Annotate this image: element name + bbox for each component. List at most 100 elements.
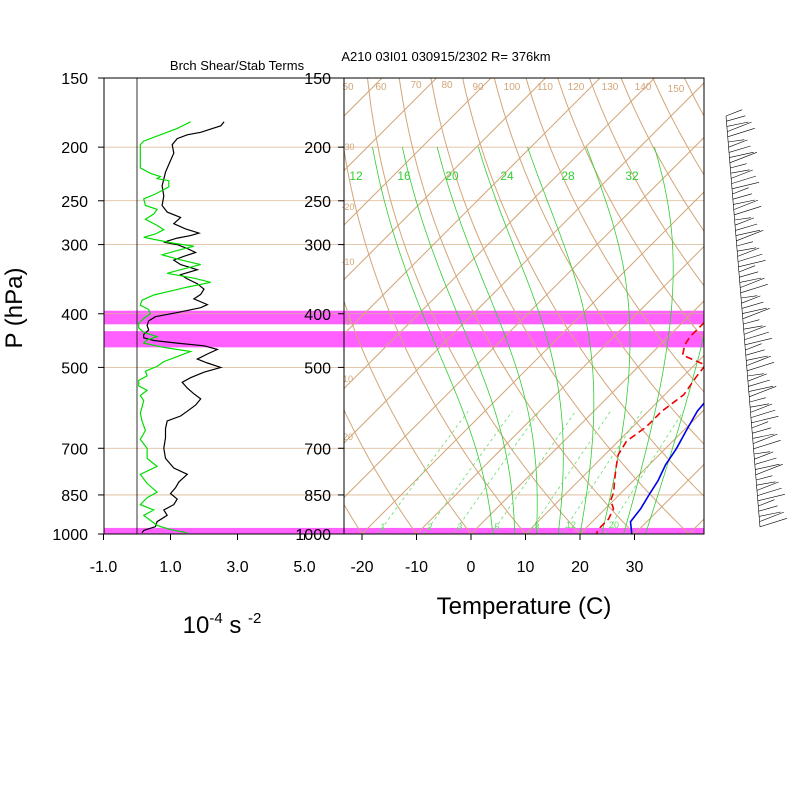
left-x-ticks: -1.0 1.0 3.0 5.0 xyxy=(90,534,316,576)
mixing-ratio-label: 20 xyxy=(609,520,619,530)
isotherm-line xyxy=(688,518,704,534)
isotherm-line xyxy=(344,78,655,390)
wind-barb xyxy=(737,247,760,257)
dry-adiabat-line xyxy=(366,78,581,534)
isotherm-line xyxy=(361,191,704,534)
wind-barb xyxy=(746,355,768,361)
skew-x-tick-label: 10 xyxy=(517,559,535,576)
dry-adiabat-label: 150 xyxy=(668,84,685,95)
dry-adiabat-label: 140 xyxy=(635,82,652,93)
dry-adiabat-line xyxy=(344,147,527,534)
wind-barb xyxy=(753,440,781,450)
skew-y-tick-label: 200 xyxy=(304,140,331,157)
skew-y-tick-label: 850 xyxy=(304,488,331,505)
dry-adiabat-label: 70 xyxy=(410,80,422,91)
shear-stab-series-line xyxy=(138,121,211,534)
wind-barb xyxy=(737,247,757,252)
xlabel-base: 10 xyxy=(183,612,210,639)
shear-stab-series-line xyxy=(141,121,225,534)
x-tick-label: 1.0 xyxy=(159,559,181,576)
x-tick-label: -1.0 xyxy=(90,559,118,576)
moist-adiabat-label: 24 xyxy=(500,169,514,183)
wind-barb xyxy=(746,362,775,372)
wind-barb xyxy=(752,433,775,439)
wind-barb xyxy=(746,355,772,366)
wind-barb xyxy=(750,403,773,413)
wind-barb xyxy=(726,121,749,127)
highlight-band xyxy=(104,310,704,325)
wind-barb xyxy=(727,121,752,132)
wind-barb xyxy=(751,416,779,424)
moist-adiabat-label: 16 xyxy=(397,169,411,183)
skew-y-tick-label: 400 xyxy=(304,307,331,324)
moist-adiabat-line xyxy=(623,146,674,534)
y-tick-label: 300 xyxy=(61,238,88,255)
dry-adiabat-line xyxy=(493,78,704,445)
mixing-ratio-label: 1 xyxy=(380,522,385,532)
skew-panel-title: A210 03I01 030915/2302 R= 376km xyxy=(341,49,550,64)
isotherm-label: 0 xyxy=(345,317,350,327)
moist-adiabat-line xyxy=(586,146,631,534)
wind-barb xyxy=(727,128,755,138)
left-panel-title: Brch Shear/Stab Terms xyxy=(170,58,305,73)
wind-barb xyxy=(759,511,784,522)
moist-adiabat-line xyxy=(402,147,515,534)
wind-barb xyxy=(759,511,781,517)
y-axis-label: P (hPa) xyxy=(1,268,28,349)
wind-barb xyxy=(736,230,764,242)
isotherm-line xyxy=(416,245,704,534)
skew-x-ticks: -20 -10 0 10 20 30 xyxy=(350,534,644,576)
isotherm-line xyxy=(525,354,704,534)
y-tick-label: 250 xyxy=(61,194,88,211)
wind-barb xyxy=(731,175,756,184)
dry-adiabat-label: 130 xyxy=(602,82,619,93)
wind-barb xyxy=(742,308,770,320)
skew-t-profiles xyxy=(595,321,704,534)
wind-barb xyxy=(756,481,779,491)
dewpoint-profile-line xyxy=(595,321,704,534)
wind-barb xyxy=(735,223,758,231)
skew-y-tick-label: 700 xyxy=(304,441,331,458)
isotherm-line xyxy=(344,136,704,499)
isotherm-line xyxy=(344,78,492,226)
wind-barb xyxy=(729,151,754,158)
isotherm-label: -20 xyxy=(341,202,354,212)
moist-adiabat-line xyxy=(478,146,564,534)
dry-adiabat-line xyxy=(652,78,704,176)
isotherm-line xyxy=(344,78,437,172)
wind-barb xyxy=(759,518,788,528)
wind-barb xyxy=(734,217,751,221)
mixing-ratio-label: 2 xyxy=(427,522,432,532)
dry-adiabat-line xyxy=(344,299,472,534)
skew-x-tick-label: -10 xyxy=(405,559,428,576)
highlight-band xyxy=(104,331,704,348)
isotherm-line xyxy=(344,78,601,335)
moist-adiabat-label: 32 xyxy=(625,169,639,183)
skew-x-tick-label: 0 xyxy=(467,559,476,576)
wind-barb xyxy=(753,451,771,455)
moist-adiabat-line xyxy=(436,146,538,534)
y-tick-label: 400 xyxy=(61,307,88,324)
wind-barb xyxy=(736,241,754,247)
wind-barb xyxy=(752,433,778,444)
dry-adiabat-label: 50 xyxy=(342,82,354,93)
skew-y-tick-label: 1000 xyxy=(295,527,331,544)
dry-adiabat-line xyxy=(344,503,363,534)
isotherm-line xyxy=(0,78,328,534)
dry-adiabat-line xyxy=(770,61,800,545)
wind-barb xyxy=(733,199,759,210)
wind-barb xyxy=(745,343,762,351)
left-x-axis-label: 10-4 s -2 xyxy=(183,610,262,639)
wind-barb xyxy=(732,187,749,195)
mixing-ratio-label: 8 xyxy=(534,522,539,532)
wind-barb xyxy=(742,307,767,314)
wind-barb xyxy=(744,338,772,346)
dry-adiabat-label: 60 xyxy=(375,82,387,93)
wind-barb xyxy=(754,451,774,460)
wind-barb xyxy=(749,397,766,403)
wind-barb xyxy=(725,109,743,117)
wind-barb xyxy=(756,481,776,486)
dry-adiabat-label: 80 xyxy=(441,80,453,91)
